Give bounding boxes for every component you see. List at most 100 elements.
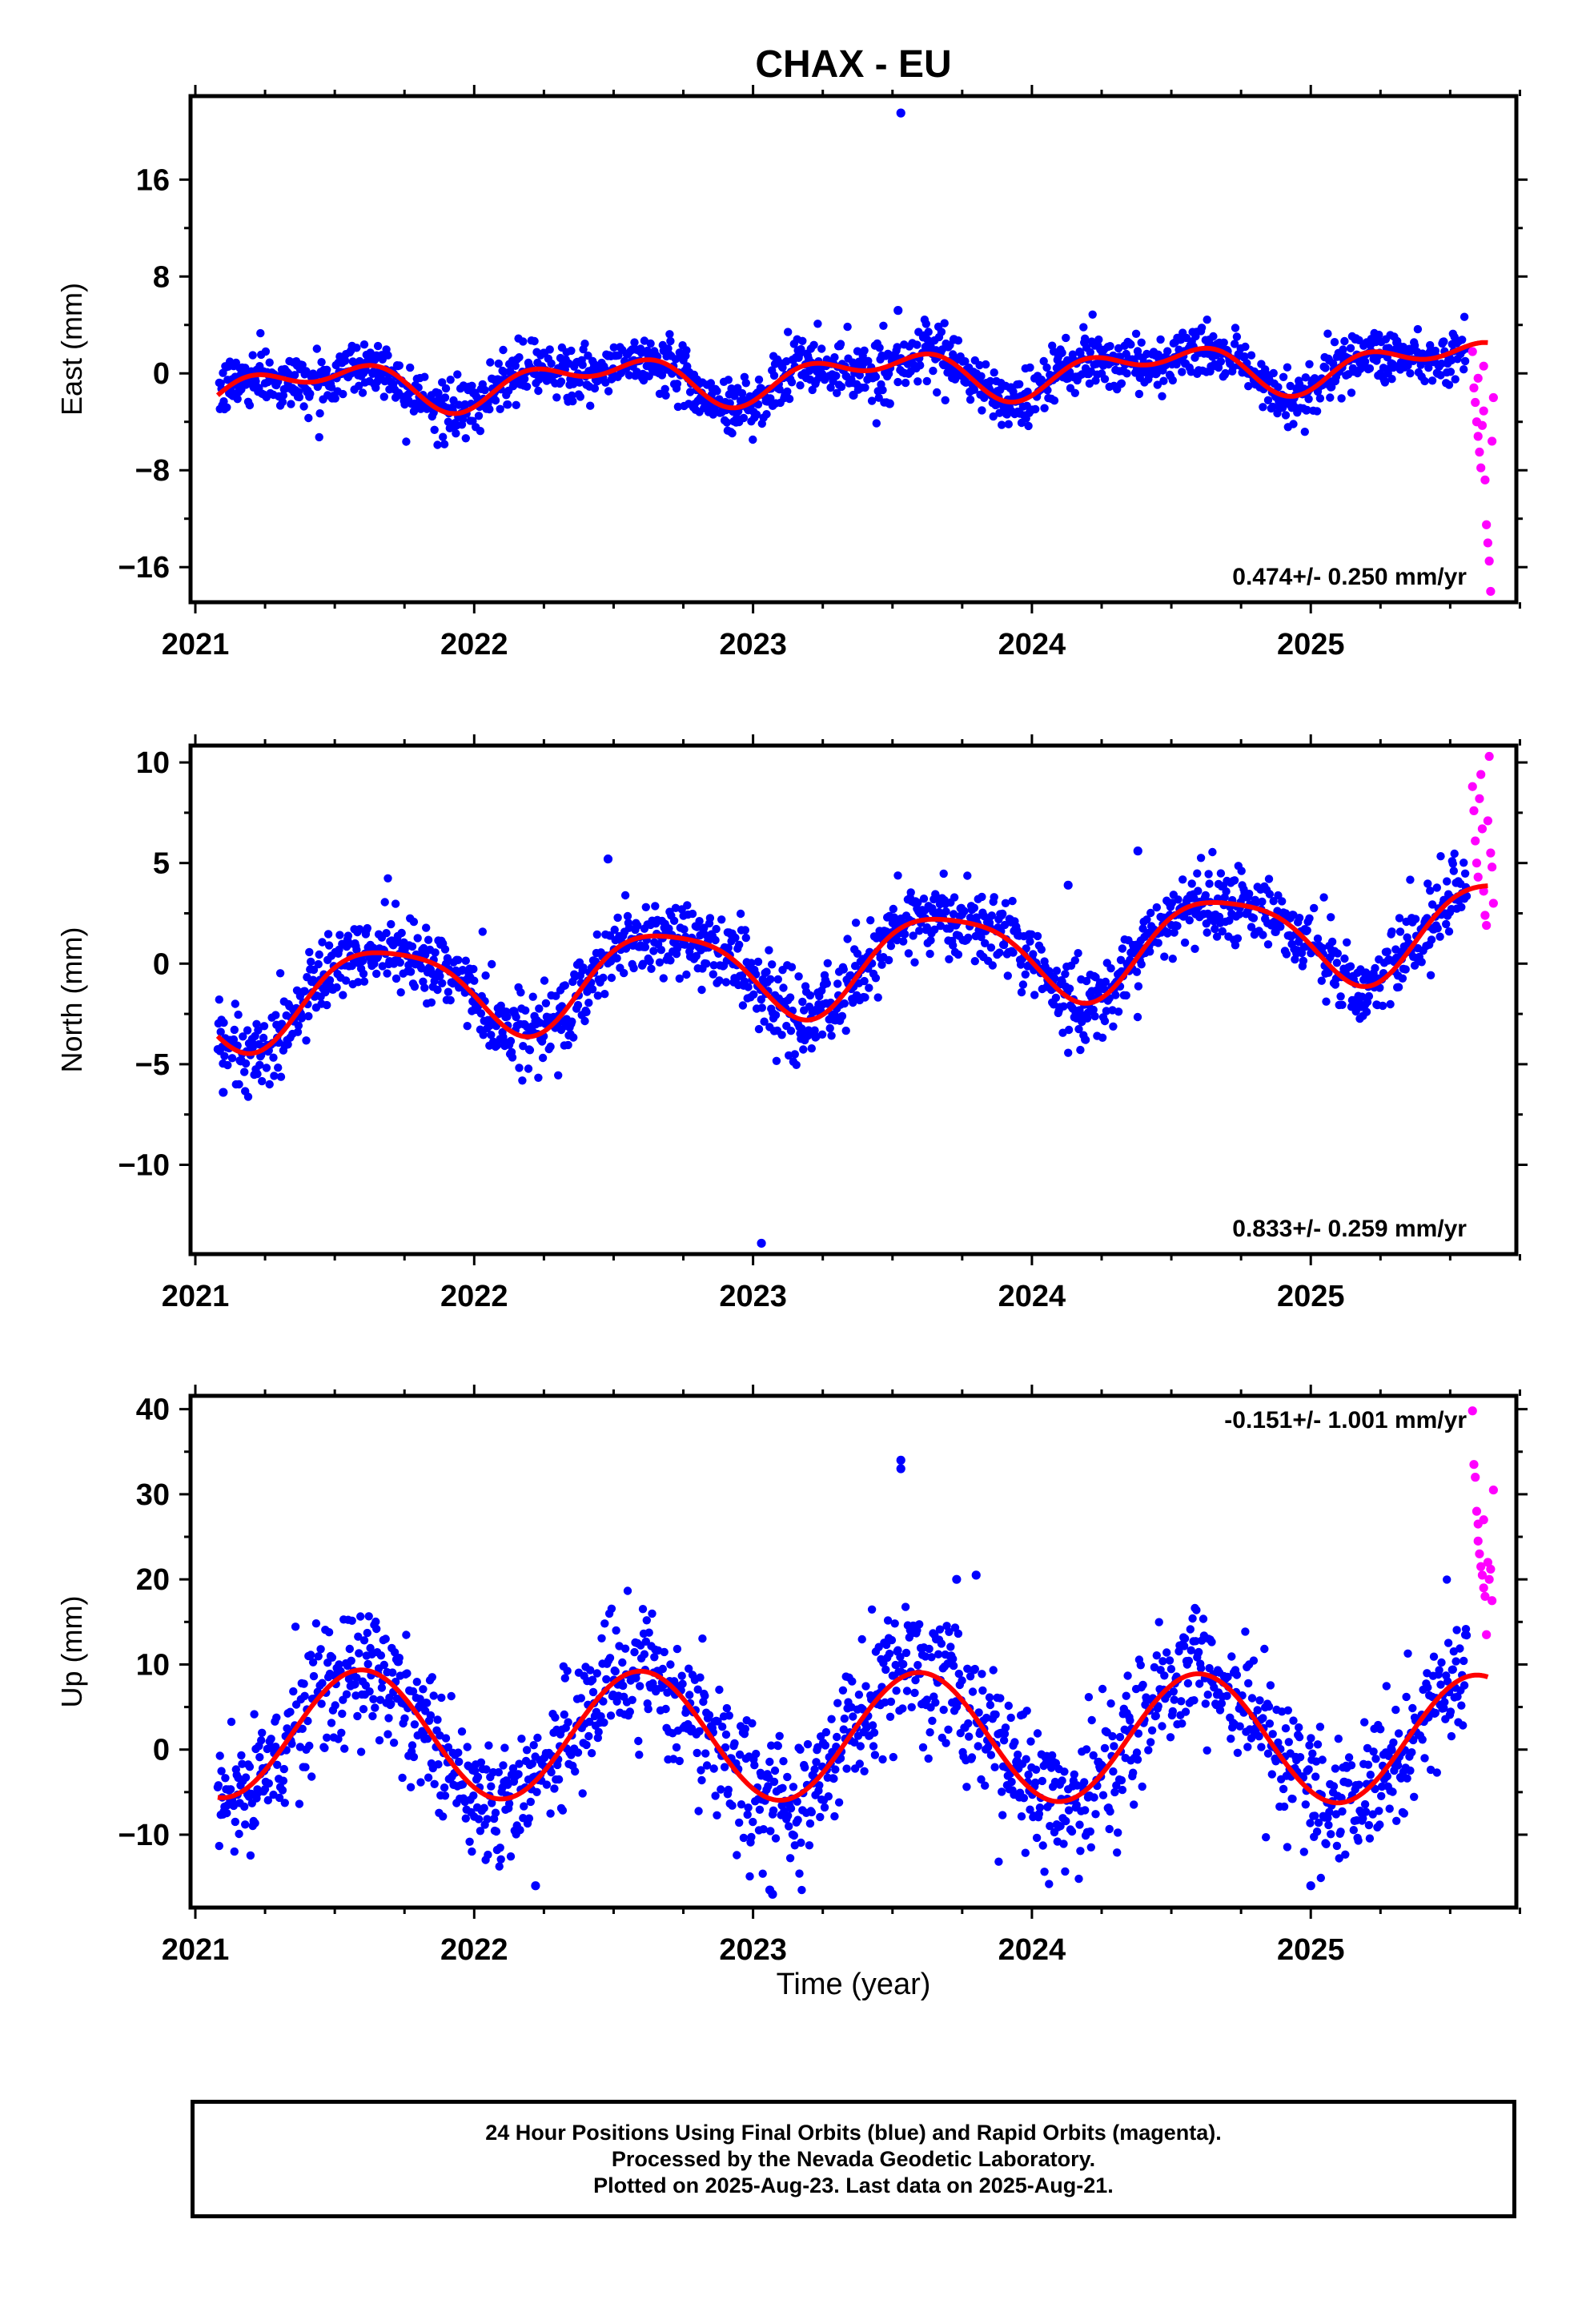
final-orbit-point	[1426, 887, 1435, 895]
final-orbit-point	[1436, 852, 1445, 861]
final-orbit-point	[238, 1759, 247, 1768]
final-orbit-point	[1046, 1822, 1054, 1831]
final-orbit-point	[516, 1826, 524, 1835]
rate-annotation: 0.474+/- 0.250 mm/yr	[1232, 564, 1467, 590]
final-orbit-point	[359, 1705, 368, 1714]
final-orbit-point	[1349, 1826, 1359, 1835]
final-orbit-point	[444, 417, 453, 426]
final-orbit-point	[220, 1051, 229, 1060]
outlier-point	[896, 108, 905, 118]
final-orbit-point	[817, 1030, 827, 1039]
final-orbit-point	[1156, 335, 1165, 344]
final-orbit-point	[315, 950, 323, 959]
rapid-orbit-point	[1480, 911, 1490, 920]
final-orbit-point	[702, 1761, 712, 1770]
final-orbit-point	[384, 1714, 393, 1723]
final-orbit-point	[977, 932, 986, 942]
rapid-orbit-points	[1468, 1406, 1498, 1639]
final-orbit-point	[722, 1703, 732, 1713]
final-orbit-point	[713, 1811, 721, 1819]
final-orbit-point	[867, 396, 877, 405]
final-orbit-point	[271, 1011, 280, 1019]
final-orbit-point	[1268, 1730, 1277, 1739]
final-orbit-point	[827, 1031, 836, 1040]
model-fit-line	[216, 1667, 1489, 1806]
final-orbit-point	[1188, 1614, 1197, 1623]
final-orbit-point	[470, 976, 479, 985]
final-orbit-point	[848, 1677, 857, 1686]
final-orbit-point	[1040, 1868, 1049, 1876]
final-orbit-point	[1411, 915, 1420, 923]
final-orbit-point	[1247, 1694, 1257, 1703]
final-orbit-point	[754, 375, 764, 384]
final-orbit-point	[327, 383, 336, 392]
final-orbit-point	[743, 1810, 752, 1819]
rapid-orbit-point	[1471, 836, 1480, 846]
final-orbit-point	[546, 1809, 555, 1818]
final-orbit-point	[496, 1844, 504, 1852]
final-orbit-point	[779, 1757, 788, 1766]
final-orbit-point	[1089, 1751, 1098, 1760]
final-orbit-point	[455, 1757, 464, 1767]
final-orbit-point	[274, 1063, 283, 1072]
rapid-orbit-point	[1477, 1570, 1488, 1580]
x-tick-label: 2024	[998, 1933, 1066, 1967]
final-orbit-point	[1371, 963, 1379, 973]
y-tick-label: 30	[136, 1478, 170, 1512]
final-orbit-point	[1363, 1743, 1372, 1753]
final-orbit-point	[564, 1040, 572, 1050]
final-orbit-point	[506, 1036, 516, 1046]
final-orbit-point	[749, 435, 757, 444]
final-orbit-point	[1059, 1002, 1068, 1011]
final-orbit-point	[850, 1738, 859, 1747]
final-orbit-point	[361, 1681, 371, 1690]
final-orbit-point	[945, 955, 954, 964]
final-orbit-point	[1081, 334, 1090, 343]
final-orbit-point	[1331, 1764, 1340, 1773]
final-orbit-point	[717, 915, 726, 924]
final-orbit-point	[586, 401, 595, 410]
final-orbit-point	[1269, 368, 1278, 378]
final-orbit-point	[1186, 1625, 1195, 1634]
rapid-orbit-point	[1483, 1558, 1492, 1567]
final-orbit-point	[807, 1044, 816, 1053]
final-orbit-point	[491, 396, 500, 405]
final-orbit-point	[339, 389, 347, 399]
final-orbit-point	[1067, 1827, 1077, 1836]
final-orbit-point	[1420, 1754, 1429, 1763]
final-orbit-point	[359, 340, 369, 349]
final-orbit-point	[815, 1781, 824, 1790]
final-orbit-point	[666, 956, 675, 965]
final-orbit-point	[893, 377, 902, 387]
final-orbit-point	[309, 1671, 319, 1681]
final-orbit-point	[1174, 895, 1182, 904]
final-orbit-point	[1034, 1809, 1044, 1819]
final-orbit-point	[1408, 1703, 1417, 1713]
final-orbit-point	[812, 1758, 821, 1767]
final-orbit-point	[783, 387, 792, 396]
final-orbit-point	[1457, 903, 1466, 912]
final-orbit-point	[351, 1680, 359, 1689]
final-orbit-point	[339, 991, 347, 999]
final-orbit-point	[937, 1639, 946, 1648]
final-orbit-point	[245, 400, 255, 410]
final-orbit-point	[986, 1751, 996, 1759]
final-orbit-point	[918, 1743, 928, 1752]
plot-frame	[188, 94, 1519, 605]
final-orbit-point	[1347, 388, 1356, 397]
final-orbit-point	[499, 1761, 508, 1770]
final-orbit-point	[1146, 908, 1155, 918]
final-orbit-point	[461, 1814, 470, 1823]
final-orbit-point	[833, 1732, 841, 1742]
final-orbit-point	[731, 933, 740, 943]
final-orbit-point	[1024, 421, 1033, 431]
final-orbit-point	[981, 939, 990, 948]
final-orbit-point	[1255, 1732, 1263, 1741]
final-orbit-point	[383, 351, 392, 360]
final-orbit-point	[1058, 1776, 1066, 1785]
final-orbit-point	[1108, 1731, 1117, 1741]
final-orbit-point	[813, 320, 822, 328]
final-orbit-point	[1074, 949, 1082, 958]
final-orbit-point	[430, 976, 439, 986]
final-orbit-point	[1185, 916, 1195, 925]
